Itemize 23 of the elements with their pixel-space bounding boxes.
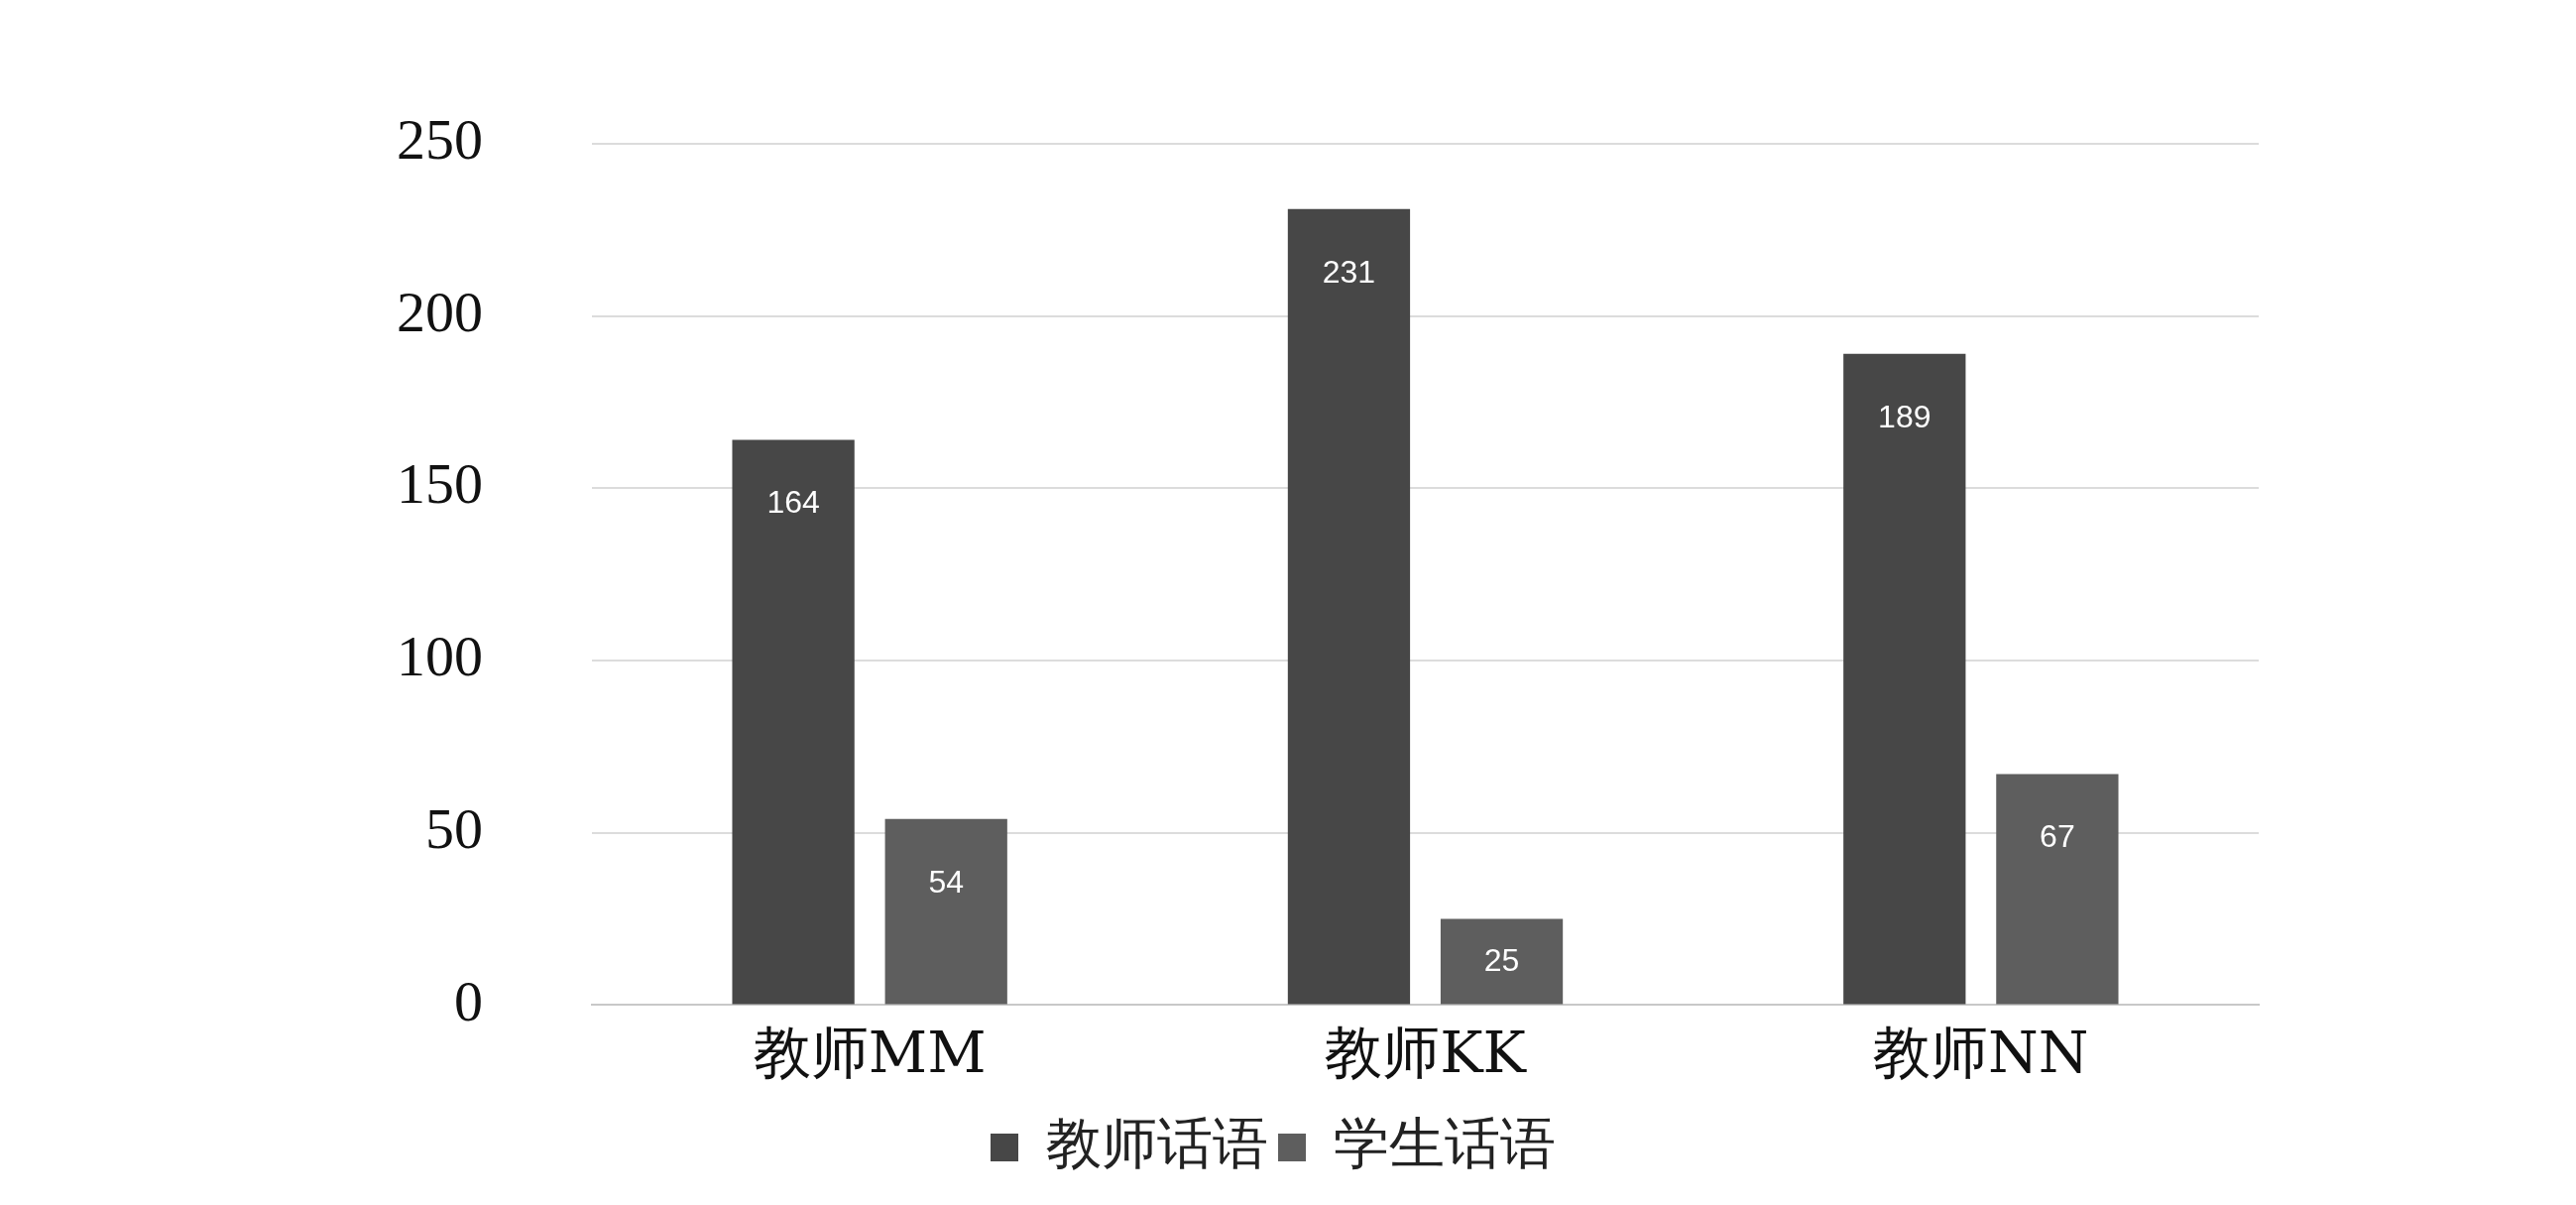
y-tick-label: 200 [397,279,483,344]
data-label: 67 [2040,818,2075,855]
data-label: 25 [1483,941,1520,978]
bar [884,818,1007,1005]
data-label: 54 [928,863,965,900]
y-tick-label: 50 [425,795,483,861]
y-tick-label: 250 [397,107,483,173]
bar [1440,918,1564,1005]
legend-label: 学生话语 [1334,1110,1556,1175]
bar [1996,774,2119,1005]
bar [1287,208,1411,1005]
y-tick-label: 150 [397,451,483,517]
data-label: 164 [766,484,820,521]
y-tick-label: 0 [454,968,483,1033]
bar [732,439,855,1005]
x-tick-label: 教师KK [1325,1019,1528,1087]
x-tick-label: 教师NN [1873,1019,2089,1087]
legend-label: 教师话语 [1046,1110,1268,1175]
x-tick-label: 教师MM [753,1019,987,1087]
data-label: 231 [1322,253,1376,290]
bar [1843,353,1966,1005]
y-tick-label: 100 [397,624,483,689]
data-label: 189 [1878,398,1932,434]
